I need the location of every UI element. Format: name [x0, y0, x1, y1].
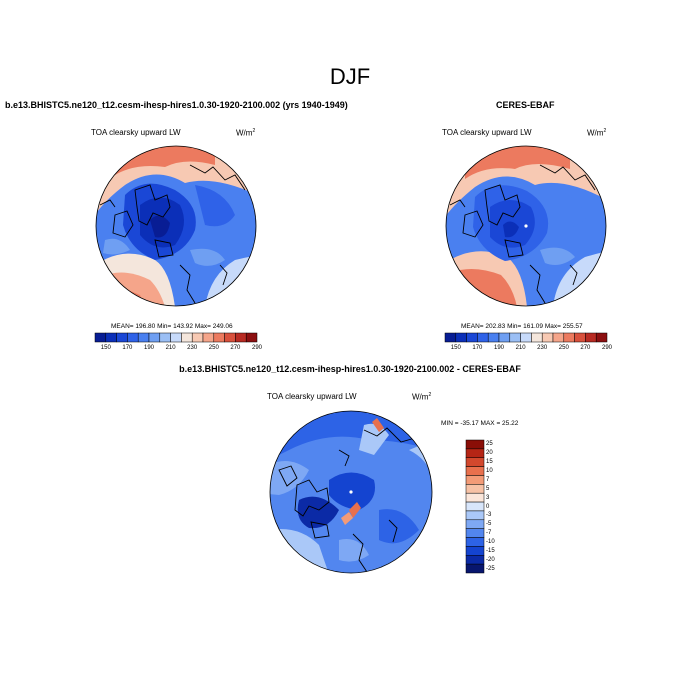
colorbar-swatch — [541, 332, 554, 343]
colorbar-tick-label: 7 — [486, 476, 490, 483]
colorbar-swatch — [487, 332, 500, 343]
colorbar-tick-label: 25 — [486, 441, 493, 448]
colorbar-tick-label: 250 — [208, 345, 219, 351]
left-variable-label: TOA clearsky upward LW — [91, 128, 181, 137]
colorbar-tick-label: -15 — [486, 547, 495, 554]
colorbar-tick-label: 150 — [100, 345, 111, 351]
colorbar-swatch — [552, 332, 565, 343]
colorbar-swatch — [465, 448, 485, 458]
left-colorbar-labels: 150 170 190 210 230 250 270 290 — [95, 345, 262, 353]
colorbar-swatch — [520, 332, 532, 343]
colorbar-swatch — [116, 332, 128, 343]
right-panel-title: CERES-EBAF — [496, 100, 555, 110]
right-colorbar-labels: 150 170 190 210 230 250 270 290 — [445, 345, 612, 353]
colorbar-tick-label: 0 — [486, 503, 490, 510]
colorbar-swatch — [105, 332, 117, 343]
colorbar-swatch — [465, 484, 485, 494]
diff-polar-map — [269, 410, 433, 574]
colorbar-swatch — [465, 475, 485, 485]
left-panel-title: b.e13.BHISTC5.ne120_t12.cesm-ihesp-hires… — [5, 100, 348, 110]
page-title: DJF — [329, 64, 371, 89]
colorbar-swatch — [127, 332, 139, 343]
colorbar-swatch — [465, 563, 485, 574]
colorbar-swatch — [465, 528, 485, 538]
colorbar-swatch — [170, 332, 182, 343]
colorbar-swatch — [465, 492, 485, 503]
colorbar-tick-label: 190 — [493, 345, 505, 351]
diff-stats: MIN = -35.17 MAX = 25.22 — [441, 420, 519, 427]
colorbar-swatch — [444, 332, 457, 343]
diff-variable-label: TOA clearsky upward LW — [267, 392, 357, 401]
right-colorbar — [444, 332, 608, 343]
colorbar-swatch — [94, 332, 107, 343]
colorbar-tick-label: 15 — [486, 459, 493, 466]
left-units-label: W/m2 — [236, 128, 256, 138]
colorbar-swatch — [585, 332, 597, 343]
right-polar-map — [445, 145, 607, 307]
colorbar-tick-label: -20 — [486, 556, 495, 563]
diff-colorbar-labels: 25 20 15 10 7 5 3 0 -3 -5 -7 -10 -15 -20 -25 — [486, 440, 516, 573]
colorbar-swatch — [465, 537, 485, 547]
right-units-label: W/m2 — [587, 128, 607, 138]
colorbar-tick-label: 230 — [187, 345, 198, 351]
colorbar-tick-label: -10 — [486, 538, 495, 545]
colorbar-tick-label: 170 — [122, 345, 133, 351]
colorbar-tick-label: 190 — [143, 345, 155, 351]
colorbar-swatch — [465, 546, 485, 556]
colorbar-swatch — [191, 332, 204, 343]
colorbar-swatch — [465, 501, 485, 512]
colorbar-tick-label: -25 — [486, 565, 495, 572]
colorbar-swatch — [181, 332, 193, 343]
colorbar-swatch — [498, 332, 511, 343]
colorbar-swatch — [595, 332, 608, 343]
colorbar-swatch — [563, 332, 575, 343]
colorbar-swatch — [531, 332, 543, 343]
colorbar-swatch — [235, 332, 247, 343]
left-polar-map — [95, 145, 257, 307]
colorbar-tick-label: 210 — [515, 345, 526, 351]
colorbar-swatch — [213, 332, 225, 343]
diff-panel-title: b.e13.BHISTC5.ne120_t12.cesm-ihesp-hires… — [179, 364, 521, 374]
left-colorbar — [94, 332, 258, 343]
colorbar-swatch — [159, 332, 171, 343]
colorbar-swatch — [137, 332, 150, 343]
colorbar-swatch — [465, 510, 485, 521]
colorbar-swatch — [465, 466, 485, 476]
colorbar-swatch — [465, 457, 485, 467]
colorbar-swatch — [465, 555, 485, 565]
colorbar-tick-label: 250 — [558, 345, 569, 351]
colorbar-tick-label: 210 — [165, 345, 176, 351]
colorbar-tick-label: 290 — [251, 345, 263, 351]
colorbar-tick-label: 290 — [601, 345, 613, 351]
colorbar-swatch — [477, 332, 489, 343]
colorbar-tick-label: 230 — [537, 345, 548, 351]
colorbar-swatch — [455, 332, 467, 343]
colorbar-swatch — [202, 332, 215, 343]
colorbar-swatch — [224, 332, 236, 343]
colorbar-tick-label: 270 — [230, 345, 241, 351]
colorbar-tick-label: 10 — [486, 468, 493, 475]
colorbar-swatch — [466, 332, 478, 343]
diff-colorbar — [465, 439, 485, 574]
colorbar-tick-label: 170 — [472, 345, 483, 351]
colorbar-tick-label: 20 — [486, 450, 493, 457]
left-stats: MEAN= 196.80 Min= 143.92 Max= 249.06 — [111, 323, 233, 330]
colorbar-tick-label: 5 — [486, 485, 490, 492]
colorbar-tick-label: -5 — [486, 521, 492, 528]
right-variable-label: TOA clearsky upward LW — [442, 128, 532, 137]
colorbar-tick-label: -3 — [486, 512, 492, 519]
colorbar-swatch — [574, 332, 586, 343]
colorbar-swatch — [509, 332, 521, 343]
diff-units-label: W/m2 — [412, 392, 432, 402]
colorbar-tick-label: 3 — [486, 494, 490, 501]
colorbar-tick-label: -7 — [486, 530, 492, 537]
colorbar-swatch — [148, 332, 161, 343]
colorbar-swatch — [465, 439, 485, 450]
right-stats: MEAN= 202.83 Min= 161.09 Max= 255.57 — [461, 323, 583, 330]
colorbar-tick-label: 270 — [580, 345, 591, 351]
colorbar-swatch — [465, 519, 485, 529]
colorbar-swatch — [245, 332, 258, 343]
colorbar-tick-label: 150 — [450, 345, 461, 351]
